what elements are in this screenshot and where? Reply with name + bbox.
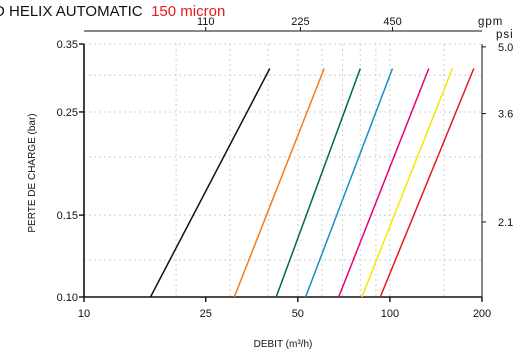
top-tick-label: 450 (383, 16, 401, 28)
tick-labels: 10 25 50 100 200 0.10 0.15 0.25 0.35 110 225 450 5.0… (57, 16, 514, 320)
x-tick-label: 50 (292, 308, 304, 320)
series-line-6 (361, 68, 454, 298)
x-axis-label: DEBIT (m³/h) (254, 339, 313, 350)
y-tick-label: 0.35 (57, 39, 78, 51)
chart-title: D HELIX AUTOMATIC 150 micron (0, 3, 225, 20)
y-tick-label: 0.15 (57, 210, 78, 222)
y-tick-label: 0.10 (57, 292, 78, 304)
x-tick-label: 10 (78, 308, 90, 320)
top-tick-label: 110 (197, 16, 215, 28)
x-tick-label: 200 (473, 308, 491, 320)
series-line-3 (275, 68, 362, 298)
y-tick-label: 0.25 (57, 107, 78, 119)
series-line-4 (304, 68, 394, 298)
right-tick-label: 2.1 (498, 217, 513, 229)
right-axis-unit: psi (496, 29, 514, 41)
top-tick-label: 225 (291, 16, 309, 28)
axes (79, 27, 486, 302)
grid (84, 43, 482, 297)
top-axis-unit: gpm (478, 16, 503, 28)
y-axis-label: PERTE DE CHARGE (bar) (27, 113, 38, 232)
right-tick-label: 3.6 (498, 109, 513, 121)
x-tick-label: 100 (381, 308, 399, 320)
series-line-1 (149, 68, 271, 298)
right-tick-label: 5.0 (498, 42, 513, 54)
series-line-2 (233, 68, 325, 298)
series-line-5 (338, 68, 430, 298)
x-tick-label: 25 (200, 308, 212, 320)
series-lines (149, 68, 475, 298)
series-line-7 (379, 68, 475, 298)
